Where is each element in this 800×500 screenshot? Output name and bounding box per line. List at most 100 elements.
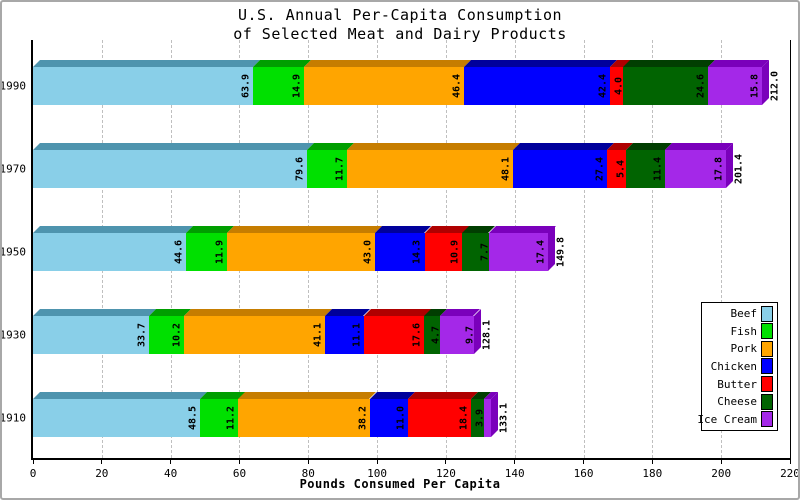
segment-value-label: 14.3 bbox=[412, 239, 424, 265]
legend-item-cheese: Cheese bbox=[702, 393, 777, 410]
segment-value-label: 11.1 bbox=[351, 322, 363, 348]
bar-segment-1950-ice-cream: 17.4 bbox=[488, 226, 556, 271]
x-axis-tick bbox=[101, 458, 103, 464]
bar-segment-1990-beef: 63.9 bbox=[33, 60, 260, 105]
y-axis-label-1990: 1990 bbox=[0, 79, 26, 93]
segment-value-label: 63.9 bbox=[240, 73, 252, 99]
legend-label: Fish bbox=[730, 324, 758, 338]
bar-segment-1930-butter: 17.6 bbox=[363, 309, 432, 354]
bar-segment-1950-cheese: 7.7 bbox=[462, 226, 496, 271]
bar-segment-top-face bbox=[33, 60, 260, 67]
bar-segment-top-face bbox=[623, 60, 716, 67]
bar-segment-1910-beef: 48.5 bbox=[33, 392, 207, 437]
bar-segment-1930-ice-cream: 9.7 bbox=[440, 309, 481, 354]
bar-segment-top-face bbox=[33, 143, 314, 150]
legend-swatch bbox=[761, 411, 773, 428]
bar-right-face bbox=[725, 143, 733, 188]
x-axis-tick bbox=[376, 458, 378, 464]
segment-value-label: 15.8 bbox=[749, 73, 761, 99]
x-axis-tick-label: 200 bbox=[711, 467, 732, 480]
legend-item-butter: Butter bbox=[702, 376, 777, 393]
bar-segment-1990-pork: 46.4 bbox=[304, 60, 471, 105]
x-axis-tick bbox=[32, 458, 34, 464]
segment-value-label: 24.6 bbox=[695, 73, 707, 99]
x-axis-tick-label: 220 bbox=[780, 467, 800, 480]
x-axis-tick-label: 60 bbox=[232, 467, 247, 480]
segment-value-label: 33.7 bbox=[136, 322, 148, 348]
bar-row-1950: 1950 44.6 11.9 43.0 14.3 10.9 7.7 17.4 149.8 bbox=[0, 226, 790, 271]
bar-segment-top-face bbox=[238, 392, 377, 399]
x-axis-tick bbox=[238, 458, 240, 464]
segment-value-label: 14.9 bbox=[291, 73, 303, 99]
bar-segment-top-face bbox=[184, 309, 333, 316]
bar-segment-1930-beef: 33.7 bbox=[33, 309, 156, 354]
segment-value-label: 17.6 bbox=[411, 322, 423, 348]
bar-segment-1970-cheese: 11.4 bbox=[625, 143, 672, 188]
segment-value-label: 18.4 bbox=[458, 405, 470, 431]
bar-right-face bbox=[548, 226, 556, 271]
bar-segment-top-face bbox=[33, 392, 207, 399]
legend-item-beef: Beef bbox=[702, 305, 777, 322]
y-axis-label-1930: 1930 bbox=[0, 328, 26, 342]
legend-label: Butter bbox=[717, 377, 757, 391]
x-axis-tick-label: 80 bbox=[301, 467, 315, 480]
gridline bbox=[583, 40, 585, 458]
segment-value-label: 48.1 bbox=[500, 156, 512, 182]
bar-total-label: 149.8 bbox=[555, 236, 567, 268]
bar-segment-top-face bbox=[375, 226, 432, 233]
x-axis-tick-label: 160 bbox=[573, 467, 594, 480]
segment-value-label: 17.4 bbox=[535, 239, 547, 265]
legend-item-chicken: Chicken bbox=[702, 358, 777, 375]
legend-swatch bbox=[761, 340, 773, 357]
bar-total-label: 133.1 bbox=[498, 402, 510, 434]
x-axis-tick bbox=[651, 458, 653, 464]
segment-value-label: 11.2 bbox=[225, 405, 237, 431]
plot-area: 0 20 40 60 80 100 120 140 160 180 200 220 1990 63.9 14… bbox=[0, 40, 800, 480]
bar-segment-top-face bbox=[33, 226, 194, 233]
x-axis-tick-label: 180 bbox=[642, 467, 663, 480]
bar-segment-1990-cheese: 24.6 bbox=[623, 60, 716, 105]
bar-row-1990: 1990 63.9 14.9 46.4 42.4 4.0 24.6 15.8 212.0 bbox=[0, 60, 790, 105]
bar-segment-top-face bbox=[363, 309, 432, 316]
bar-segment-top-face bbox=[33, 309, 156, 316]
segment-value-label: 10.2 bbox=[171, 322, 183, 348]
bar-segment-1970-chicken: 27.4 bbox=[512, 143, 614, 188]
gridline bbox=[652, 40, 654, 458]
legend-swatch bbox=[761, 376, 773, 393]
legend-item-pork: Pork bbox=[702, 340, 777, 357]
legend-label: Chicken bbox=[710, 359, 757, 373]
segment-value-label: 11.9 bbox=[214, 239, 226, 265]
bar-segment-top-face bbox=[304, 60, 471, 67]
bar-segment-1950-chicken: 14.3 bbox=[375, 226, 432, 271]
legend-box: Beef Fish Pork Chicken Butter Cheese Ice Cream bbox=[697, 302, 778, 431]
segment-value-label: 27.4 bbox=[594, 156, 606, 182]
bar-segment-top-face bbox=[347, 143, 520, 150]
bar-segment-1910-ice-cream bbox=[484, 392, 498, 437]
bar-total-label: 128.1 bbox=[481, 319, 493, 351]
segment-value-label: 79.6 bbox=[294, 156, 306, 182]
segment-value-label: 42.4 bbox=[597, 73, 609, 99]
bar-segment-1990-chicken: 42.4 bbox=[463, 60, 617, 105]
legend-item-fish: Fish bbox=[702, 323, 777, 340]
segment-value-label: 9.7 bbox=[464, 325, 476, 345]
legend-label: Ice Cream bbox=[697, 412, 757, 426]
segment-value-label: 44.6 bbox=[173, 239, 185, 265]
bar-segment-top-face bbox=[463, 60, 617, 67]
bar-segment-top-face bbox=[708, 60, 770, 67]
bar-segment-1930-cheese: 4.7 bbox=[424, 309, 448, 354]
segment-value-label: 11.4 bbox=[652, 156, 664, 182]
segment-value-label: 38.2 bbox=[357, 405, 369, 431]
gridline bbox=[721, 40, 723, 458]
x-axis-tick-label: 20 bbox=[95, 467, 109, 480]
x-axis-tick bbox=[720, 458, 722, 464]
segment-value-label: 41.1 bbox=[312, 322, 324, 348]
segment-value-label: 10.9 bbox=[449, 239, 461, 265]
bar-segment-1990-ice-cream: 15.8 bbox=[708, 60, 770, 105]
legend-swatch bbox=[761, 358, 773, 375]
bar-segment-1910-pork: 38.2 bbox=[238, 392, 377, 437]
x-axis-tick-label: 120 bbox=[435, 467, 456, 480]
legend-label: Beef bbox=[730, 307, 758, 321]
x-axis-title: Pounds Consumed Per Capita bbox=[299, 477, 501, 491]
bar-segment-1910-butter: 18.4 bbox=[407, 392, 479, 437]
bar-segment-1930-pork: 41.1 bbox=[184, 309, 333, 354]
